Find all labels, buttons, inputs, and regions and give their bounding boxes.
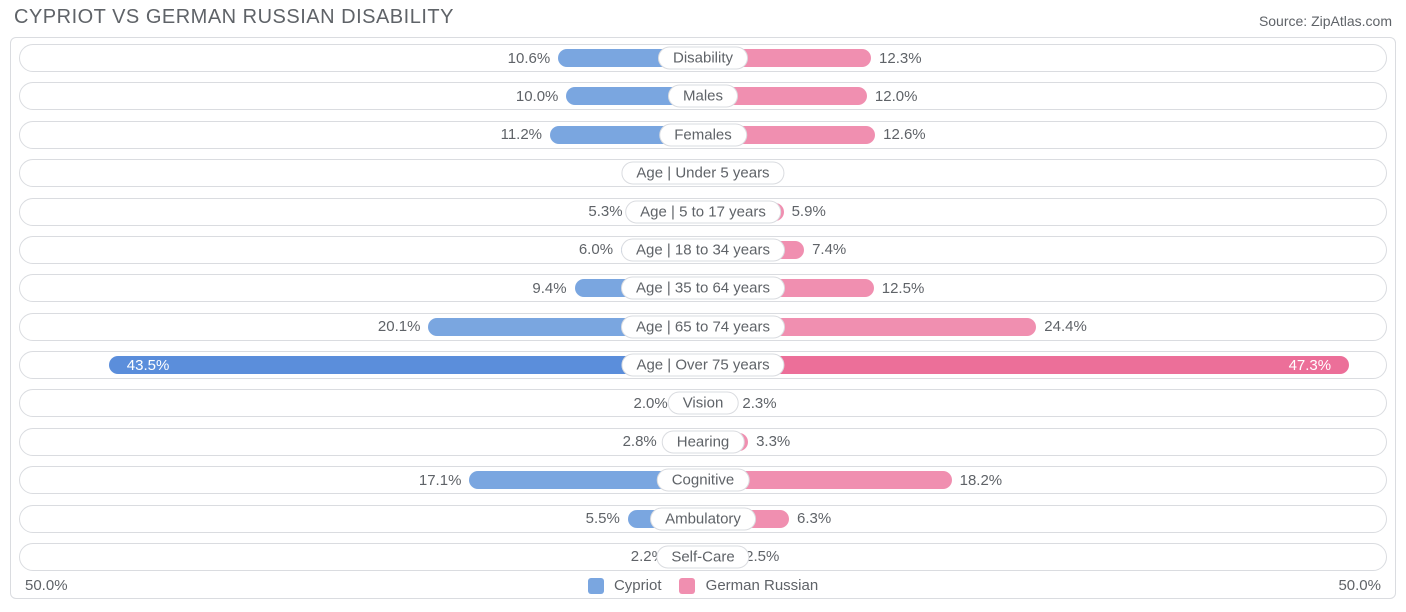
bar-half-left: 2.8% bbox=[20, 429, 703, 455]
bar-half-left: 5.5% bbox=[20, 506, 703, 532]
row-label: Vision bbox=[668, 392, 739, 415]
chart-frame: 10.6% 12.3% Disability 10.0% 12.0% Males 11.2%… bbox=[10, 37, 1396, 599]
legend-label-left: Cypriot bbox=[614, 577, 662, 594]
bar-right: 47.3% bbox=[703, 356, 1349, 374]
chart-row: 17.1% 18.2% Cognitive bbox=[19, 466, 1387, 494]
chart-row: 2.2%2.5%Self-Care bbox=[19, 543, 1387, 571]
row-label: Age | Over 75 years bbox=[621, 354, 784, 377]
bar-half-right: 3.3% bbox=[703, 429, 1386, 455]
chart-row: 5.5% 6.3% Ambulatory bbox=[19, 505, 1387, 533]
chart-row: 2.8% 3.3%Hearing bbox=[19, 428, 1387, 456]
chart-row: 20.1% 24.4% Age | 65 to 74 years bbox=[19, 313, 1387, 341]
axis-left-max: 50.0% bbox=[25, 577, 68, 594]
row-label: Disability bbox=[658, 47, 748, 70]
legend-swatch-right bbox=[679, 578, 695, 594]
bar-half-right: 5.9% bbox=[703, 199, 1386, 225]
bar-half-left: 5.3% bbox=[20, 199, 703, 225]
value-left: 20.1% bbox=[370, 318, 429, 335]
bar-half-left: 2.0% bbox=[20, 390, 703, 416]
value-left: 2.8% bbox=[615, 433, 665, 450]
chart-row: 2.0% 2.3%Vision bbox=[19, 389, 1387, 417]
bar-half-left: 11.2% bbox=[20, 122, 703, 148]
row-label: Age | 18 to 34 years bbox=[621, 238, 785, 261]
bar-half-left: 10.6% bbox=[20, 45, 703, 71]
bar-half-left: 1.3% bbox=[20, 160, 703, 186]
chart-row: 10.0% 12.0% Males bbox=[19, 82, 1387, 110]
value-left: 6.0% bbox=[571, 241, 621, 258]
row-label: Age | 35 to 64 years bbox=[621, 277, 785, 300]
legend-item-left: Cypriot bbox=[588, 577, 662, 594]
bar-half-right: 12.5% bbox=[703, 275, 1386, 301]
bar-half-left: 17.1% bbox=[20, 467, 703, 493]
value-right: 47.3% bbox=[1281, 357, 1340, 374]
bar-half-right: 47.3% bbox=[703, 352, 1386, 378]
value-left: 11.2% bbox=[493, 126, 550, 143]
value-right: 12.3% bbox=[871, 50, 930, 67]
value-right: 12.5% bbox=[874, 280, 933, 297]
source-label: Source: ZipAtlas.com bbox=[1259, 13, 1392, 29]
chart-row: 43.5% 47.3% Age | Over 75 years bbox=[19, 351, 1387, 379]
header: CYPRIOT VS GERMAN RUSSIAN DISABILITY Sou… bbox=[0, 0, 1406, 37]
bar-half-left: 43.5% bbox=[20, 352, 703, 378]
value-right: 6.3% bbox=[789, 510, 839, 527]
chart-row: 11.2% 12.6% Females bbox=[19, 121, 1387, 149]
value-left: 43.5% bbox=[119, 357, 178, 374]
value-right: 12.0% bbox=[867, 88, 926, 105]
row-label: Ambulatory bbox=[650, 507, 756, 530]
axis-legend: 50.0% Cypriot German Russian 50.0% bbox=[19, 571, 1387, 594]
chart-rows: 10.6% 12.3% Disability 10.0% 12.0% Males 11.2%… bbox=[19, 44, 1387, 571]
bar-half-right: 7.4% bbox=[703, 237, 1386, 263]
bar-half-right: 18.2% bbox=[703, 467, 1386, 493]
value-right: 18.2% bbox=[952, 472, 1011, 489]
bar-half-left: 20.1% bbox=[20, 314, 703, 340]
row-label: Age | 5 to 17 years bbox=[625, 200, 781, 223]
value-right: 3.3% bbox=[748, 433, 798, 450]
row-label: Hearing bbox=[662, 430, 745, 453]
row-label: Age | 65 to 74 years bbox=[621, 315, 785, 338]
chart-row: 10.6% 12.3% Disability bbox=[19, 44, 1387, 72]
bar-half-left: 2.2% bbox=[20, 544, 703, 570]
row-label: Males bbox=[668, 85, 738, 108]
bar-half-right: 2.5% bbox=[703, 544, 1386, 570]
chart-row: 9.4% 12.5% Age | 35 to 64 years bbox=[19, 274, 1387, 302]
value-left: 17.1% bbox=[411, 472, 470, 489]
row-label: Self-Care bbox=[656, 545, 749, 568]
legend-item-right: German Russian bbox=[679, 577, 818, 594]
bar-left: 43.5% bbox=[109, 356, 703, 374]
row-label: Females bbox=[659, 123, 747, 146]
value-right: 7.4% bbox=[804, 241, 854, 258]
axis-right-max: 50.0% bbox=[1338, 577, 1381, 594]
bar-half-right: 12.6% bbox=[703, 122, 1386, 148]
chart-row: 5.3% 5.9%Age | 5 to 17 years bbox=[19, 198, 1387, 226]
row-label: Age | Under 5 years bbox=[621, 162, 784, 185]
legend-swatch-left bbox=[588, 578, 604, 594]
bar-half-right: 24.4% bbox=[703, 314, 1386, 340]
value-left: 10.6% bbox=[500, 50, 559, 67]
bar-half-left: 6.0% bbox=[20, 237, 703, 263]
row-label: Cognitive bbox=[657, 469, 750, 492]
value-right: 24.4% bbox=[1036, 318, 1095, 335]
bar-half-right: 12.3% bbox=[703, 45, 1386, 71]
bar-half-right: 12.0% bbox=[703, 83, 1386, 109]
bar-half-left: 9.4% bbox=[20, 275, 703, 301]
value-right: 5.9% bbox=[784, 203, 834, 220]
value-right: 2.3% bbox=[734, 395, 784, 412]
chart-title: CYPRIOT VS GERMAN RUSSIAN DISABILITY bbox=[14, 6, 454, 29]
bar-half-right: 1.6% bbox=[703, 160, 1386, 186]
bar-half-right: 2.3% bbox=[703, 390, 1386, 416]
chart-row: 1.3%1.6%Age | Under 5 years bbox=[19, 159, 1387, 187]
bar-half-right: 6.3% bbox=[703, 506, 1386, 532]
value-right: 12.6% bbox=[875, 126, 934, 143]
value-left: 9.4% bbox=[524, 280, 574, 297]
value-left: 5.5% bbox=[578, 510, 628, 527]
legend: Cypriot German Russian bbox=[588, 577, 818, 594]
value-left: 10.0% bbox=[508, 88, 567, 105]
legend-label-right: German Russian bbox=[706, 577, 819, 594]
chart-row: 6.0% 7.4% Age | 18 to 34 years bbox=[19, 236, 1387, 264]
bar-half-left: 10.0% bbox=[20, 83, 703, 109]
value-left: 5.3% bbox=[580, 203, 630, 220]
